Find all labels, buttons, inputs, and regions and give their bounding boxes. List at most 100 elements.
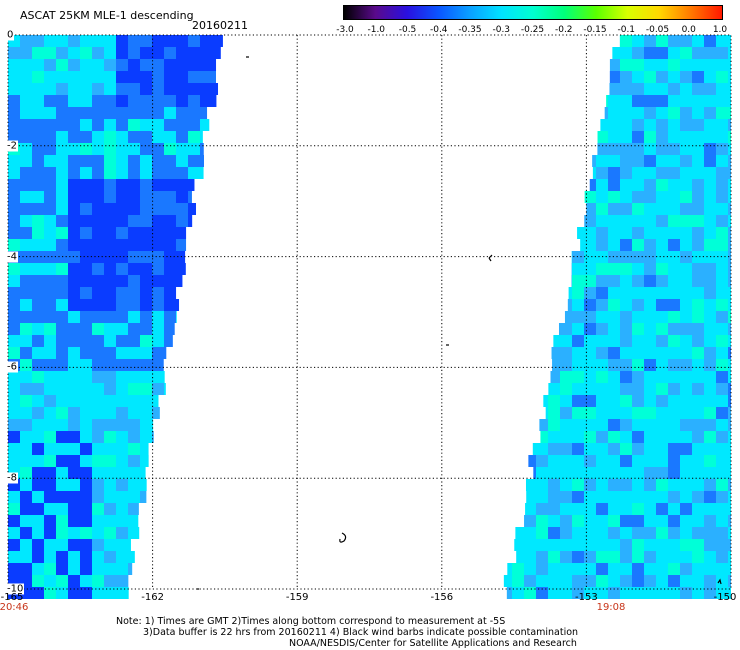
- swath-pixel: [104, 395, 116, 407]
- swath-pixel: [116, 95, 128, 107]
- swath-pixel: [692, 179, 704, 191]
- swath-pixel: [680, 419, 692, 431]
- swath-pixel: [104, 287, 116, 299]
- swath-pixel: [728, 479, 731, 491]
- swath-pixel: [680, 527, 692, 539]
- swath-pixel: [56, 335, 68, 347]
- swath-pixel: [560, 407, 572, 419]
- swath-pixel: [44, 311, 56, 323]
- swath-pixel: [164, 371, 165, 383]
- swath-pixel: [668, 95, 680, 107]
- swath-pixel: [692, 203, 704, 215]
- swath-pixel: [692, 35, 704, 47]
- swath-pixel: [620, 527, 632, 539]
- swath-pixel: [152, 251, 164, 263]
- swath-pixel: [608, 383, 620, 395]
- swath-pixel: [620, 323, 632, 335]
- swath-pixel: [704, 107, 716, 119]
- swath-pixel: [668, 275, 680, 287]
- swath-pixel: [56, 131, 68, 143]
- swath-pixel: [596, 275, 608, 287]
- swath-pixel: [644, 431, 656, 443]
- swath-pixel: [92, 275, 104, 287]
- swath-pixel: [704, 395, 716, 407]
- swath-pixel: [548, 563, 560, 575]
- swath-pixel: [44, 287, 56, 299]
- swath-pixel: [596, 311, 608, 323]
- swath-pixel: [80, 383, 92, 395]
- swath-pixel: [56, 491, 68, 503]
- swath-pixel: [68, 59, 80, 71]
- swath-pixel: [728, 215, 731, 227]
- swath-pixel: [632, 71, 644, 83]
- swath-pixel: [692, 215, 704, 227]
- swath-pixel: [152, 335, 164, 347]
- swath-pixel: [644, 371, 656, 383]
- swath-pixel: [140, 179, 152, 191]
- swath-pixel: [152, 227, 164, 239]
- swath-pixel: [668, 443, 680, 455]
- swath-pixel: [20, 143, 32, 155]
- swath-pixel: [596, 491, 608, 503]
- swath-pixel: [525, 503, 536, 515]
- swath-pixel: [668, 491, 680, 503]
- swath-pixel: [608, 131, 620, 143]
- swath-pixel: [608, 503, 620, 515]
- swath-pixel: [620, 335, 632, 347]
- swath-pixel: [608, 515, 620, 527]
- swath-pixel: [164, 95, 176, 107]
- swath-pixel: [80, 491, 92, 503]
- swath-pixel: [116, 383, 128, 395]
- swath-pixel: [644, 467, 656, 479]
- swath-pixel: [176, 275, 183, 287]
- swath-pixel: [32, 551, 44, 563]
- swath-pixel: [728, 407, 731, 419]
- swath-pixel: [692, 299, 704, 311]
- swath-pixel: [8, 323, 20, 335]
- swath-pixel: [704, 59, 716, 71]
- swath-pixel: [644, 203, 656, 215]
- swath-pixel: [20, 107, 32, 119]
- swath-pixel: [212, 83, 219, 95]
- swath-pixel: [80, 419, 92, 431]
- swath-pixel: [704, 179, 716, 191]
- swath-pixel: [32, 407, 44, 419]
- swath-pixel: [8, 287, 20, 299]
- swath-pixel: [104, 323, 116, 335]
- swath-pixel: [716, 575, 728, 587]
- swath-pixel: [704, 215, 716, 227]
- swath-pixel: [56, 287, 68, 299]
- lat-lon-grid: [8, 35, 731, 589]
- swath-pixel: [164, 59, 176, 71]
- swath-pixel: [548, 587, 560, 599]
- swath-pixel: [668, 167, 680, 179]
- swath-pixel: [44, 191, 56, 203]
- swath-pixel: [632, 527, 644, 539]
- swath-pixel: [632, 539, 644, 551]
- swath-pixel: [608, 479, 620, 491]
- swath-pixel: [668, 575, 680, 587]
- swath-pixel: [632, 407, 644, 419]
- swath-pixel: [644, 455, 656, 467]
- longitude-label: -153: [575, 592, 598, 603]
- swath-pixel: [692, 539, 704, 551]
- swath-pixel: [680, 167, 692, 179]
- swath-pixel: [632, 227, 644, 239]
- swath-pixel: [704, 299, 716, 311]
- swath-pixel: [545, 407, 548, 419]
- color-scale-tick: -0.05: [645, 25, 670, 35]
- swath-pixel: [668, 335, 680, 347]
- swath-pixel: [152, 431, 154, 443]
- swath-pixel: [68, 311, 80, 323]
- swath-pixel: [644, 539, 656, 551]
- swath-pixel: [68, 419, 80, 431]
- latitude-label: -8: [6, 472, 18, 484]
- swath-pixel: [728, 143, 731, 155]
- swath-pixel: [32, 35, 44, 47]
- swath-pixel: [32, 239, 44, 251]
- swath-pixel: [516, 551, 524, 563]
- swath-pixel: [176, 239, 187, 251]
- swath-pixel: [44, 167, 56, 179]
- swath-pixel: [560, 479, 572, 491]
- swath-pixel: [104, 383, 116, 395]
